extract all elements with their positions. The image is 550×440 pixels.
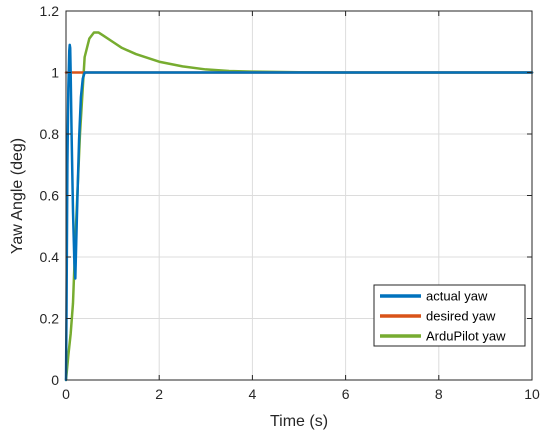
series-lines	[64, 31, 534, 382]
legend-label-actual-yaw: actual yaw	[426, 289, 488, 304]
y-tick-label: 0.6	[40, 188, 60, 204]
legend: actual yaw desired yaw ArduPilot yaw	[373, 284, 526, 347]
legend-label-desired-yaw: desired yaw	[426, 309, 496, 324]
legend-label-ardupilot-yaw: ArduPilot yaw	[426, 329, 506, 344]
x-axis-label: Time (s)	[270, 413, 328, 430]
x-tick-label: 6	[342, 386, 350, 402]
x-tick-label: 2	[155, 386, 163, 402]
x-tick-label: 4	[249, 386, 257, 402]
y-tick-label: 0.8	[40, 126, 60, 142]
y-tick-label: 0	[51, 372, 59, 388]
y-axis-label: Yaw Angle (deg)	[9, 138, 26, 254]
y-tick-label: 1	[51, 65, 59, 81]
x-tick-label: 10	[524, 386, 540, 402]
y-tick-label: 0.2	[40, 311, 60, 327]
tick-labels: 0 2 4 6 8 10 0 0.2 0.4 0.6 0.8 1 1.2	[40, 3, 540, 402]
y-tick-label: 0.4	[40, 249, 60, 265]
x-tick-label: 0	[62, 386, 70, 402]
x-tick-label: 8	[435, 386, 443, 402]
y-tick-label: 1.2	[40, 3, 60, 19]
series-line-actual-yaw	[64, 43, 534, 382]
